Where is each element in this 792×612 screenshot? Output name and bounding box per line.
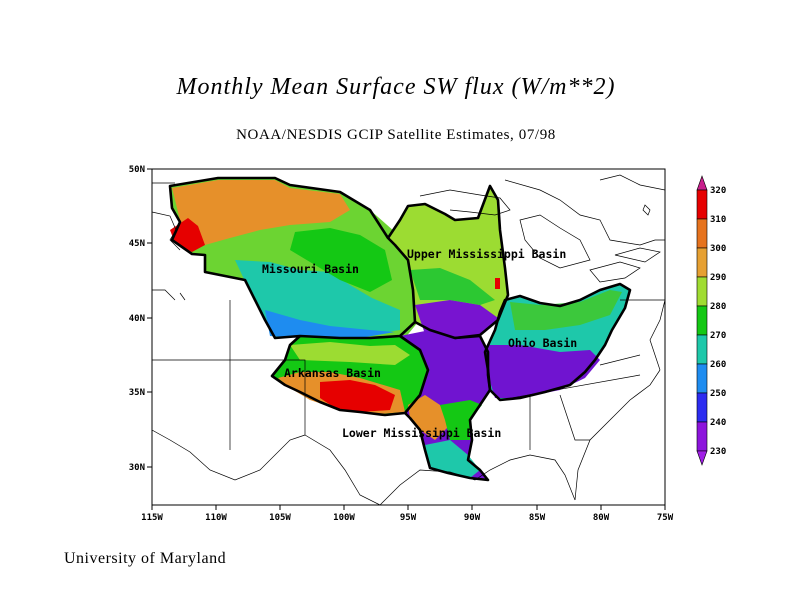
upper-mississippi-red-cell xyxy=(495,278,500,289)
ohio-purple xyxy=(488,345,600,398)
lon-label-95w: 95W xyxy=(400,513,417,523)
mexico-border xyxy=(152,429,306,481)
colorbar-swatch xyxy=(696,334,708,365)
arkansas-yellow xyxy=(290,342,410,365)
colorbar: 320 310 300 290 280 270 260 250 240 230 xyxy=(696,175,726,466)
colorbar-label: 250 xyxy=(710,389,726,399)
colorbar-label: 240 xyxy=(710,418,726,428)
upper-mississippi-basin-label: Upper Mississippi Basin xyxy=(407,247,566,261)
lon-label-115w: 115W xyxy=(141,513,163,523)
colorbar-label: 270 xyxy=(710,331,726,341)
lake-michigan-huron xyxy=(519,214,591,269)
arkansas-red xyxy=(320,380,395,412)
four-corners-lines xyxy=(152,359,306,435)
colorbar-label: 320 xyxy=(710,186,726,196)
ohio-green xyxy=(510,290,622,330)
colorbar-label: 230 xyxy=(710,447,726,457)
colorbar-swatch xyxy=(696,189,708,220)
arkansas-basin-label: Arkansas Basin xyxy=(284,366,381,380)
map-title: Monthly Mean Surface SW flux (W/m**2) xyxy=(176,74,616,100)
colorbar-swatch xyxy=(696,218,708,249)
ga-line xyxy=(559,394,590,441)
lat-label-40n: 40N xyxy=(129,314,145,324)
lake-superior xyxy=(419,189,511,216)
colorbar-bottom-arrow xyxy=(696,450,708,466)
flux-field xyxy=(170,178,630,480)
lon-label-105w: 105W xyxy=(269,513,291,523)
missouri-basin-label: Missouri Basin xyxy=(262,262,359,276)
lower-mississippi-basin-label: Lower Mississippi Basin xyxy=(342,426,501,440)
rio-grande xyxy=(304,434,381,505)
atlantic-coast xyxy=(574,369,661,501)
missouri-orange xyxy=(172,180,350,245)
basin-boundaries xyxy=(168,176,632,482)
tick-marks xyxy=(147,168,666,510)
ohio-basin-label: Ohio Basin xyxy=(508,336,577,350)
lake-ontario xyxy=(614,247,661,263)
nc-va-line xyxy=(599,354,641,366)
lower-mississippi-green xyxy=(440,400,482,440)
atlantic-coast-north xyxy=(649,299,665,371)
colorbar-label: 280 xyxy=(710,302,726,312)
nevada-line xyxy=(152,289,176,301)
colorbar-swatch xyxy=(696,392,708,423)
lower-mississippi-basin-outline xyxy=(404,334,492,482)
missouri-green xyxy=(290,228,392,292)
map-lines xyxy=(152,174,665,505)
colorbar-top-arrow xyxy=(696,175,708,191)
colorbar-swatch xyxy=(696,247,708,278)
lower-mississippi-teal xyxy=(425,440,480,478)
lon-label-80w: 80W xyxy=(593,513,610,523)
upper-mississippi-purple xyxy=(415,300,498,340)
lat-label-50n: 50N xyxy=(129,165,145,175)
credit-text: University of Maryland xyxy=(64,550,227,567)
lower-mississippi-orange xyxy=(408,395,450,440)
missouri-basin-outline xyxy=(168,176,417,340)
colorbar-swatch xyxy=(696,305,708,336)
colorbar-swatch xyxy=(696,276,708,307)
small-lake xyxy=(642,204,651,216)
lake-erie xyxy=(589,261,641,283)
lon-label-75w: 75W xyxy=(657,513,674,523)
map-subtitle: NOAA/NESDIS GCIP Satellite Estimates, 07… xyxy=(236,127,556,143)
colorbar-swatch xyxy=(696,421,708,452)
colorbar-label: 310 xyxy=(710,215,726,225)
gulf-coast xyxy=(379,454,576,505)
tn-line xyxy=(499,374,641,401)
lat-label-35n: 35N xyxy=(129,388,145,398)
colorbar-swatch xyxy=(696,363,708,394)
great-lakes-shore xyxy=(504,179,665,246)
great-salt-lake xyxy=(179,292,186,301)
lon-label-100w: 100W xyxy=(333,513,355,523)
missouri-blue xyxy=(265,310,395,338)
colorbar-label: 290 xyxy=(710,273,726,283)
lat-label-45n: 45N xyxy=(129,239,145,249)
lon-label-85w: 85W xyxy=(529,513,546,523)
lon-label-110w: 110W xyxy=(205,513,227,523)
lon-label-90w: 90W xyxy=(464,513,481,523)
colorbar-label: 260 xyxy=(710,360,726,370)
canada-north-line xyxy=(599,174,665,191)
lat-label-30n: 30N xyxy=(129,463,145,473)
arkansas-basin-outline xyxy=(270,334,430,417)
colorbar-label: 300 xyxy=(710,244,726,254)
upper-mississippi-green xyxy=(410,268,495,305)
